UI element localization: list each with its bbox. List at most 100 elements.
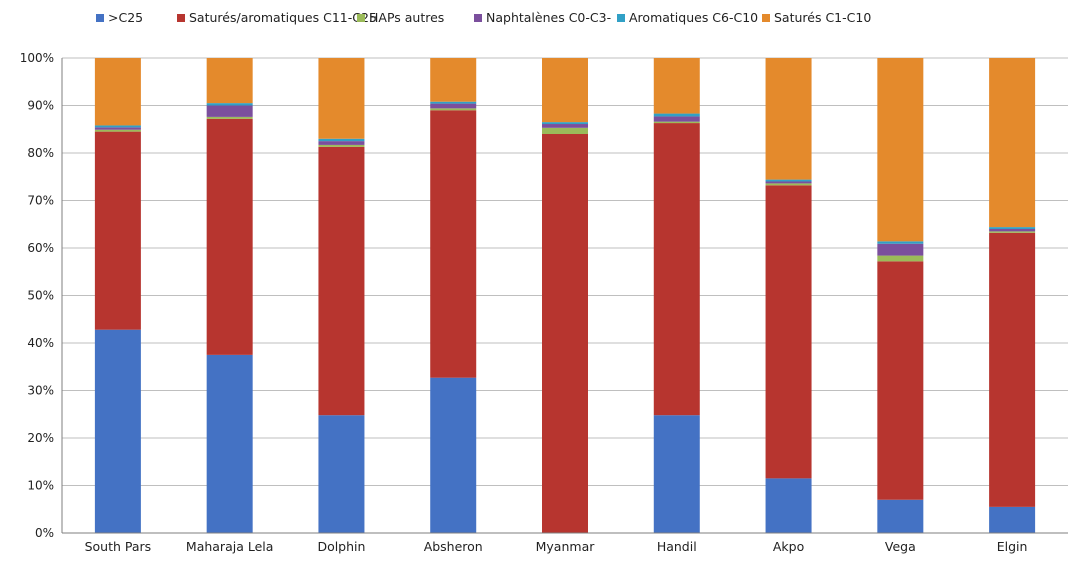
legend-label: Aromatiques C6-C10 <box>629 10 758 25</box>
x-category-label: Elgin <box>997 539 1028 554</box>
legend-swatch <box>96 14 104 22</box>
bar-segment-series-2 <box>877 255 924 262</box>
legend-swatch <box>474 14 482 22</box>
y-tick-label: 10% <box>27 479 54 493</box>
legend-label: HAPs autres <box>369 10 444 25</box>
bar-stack-absheron <box>430 58 477 533</box>
bar-segment-series-4 <box>765 179 812 182</box>
bar-stack-south-pars <box>94 58 141 533</box>
bar-segment-series-1 <box>877 261 924 500</box>
bar-segment-series-3 <box>94 127 141 130</box>
x-category-label: Dolphin <box>317 539 365 554</box>
y-axis-ticks: 0% 10% 20% 30% 40% 50% 60% 70% 80% 90% 100% <box>20 51 54 540</box>
bar-stack-akpo <box>765 58 812 533</box>
x-category-label: Myanmar <box>536 539 596 554</box>
legend-item: >C25 <box>96 10 143 25</box>
x-category-label: Absheron <box>424 539 483 554</box>
bar-segment-series-3 <box>542 124 588 128</box>
legend-swatch <box>177 14 185 22</box>
y-tick-label: 30% <box>27 384 54 398</box>
y-tick-label: 80% <box>27 146 54 160</box>
bar-segment-series-0 <box>430 377 477 533</box>
bar-segment-series-5 <box>430 58 477 102</box>
bar-segment-series-4 <box>653 113 700 117</box>
bar-segment-series-2 <box>653 121 700 124</box>
y-tick-label: 0% <box>35 526 54 540</box>
legend-item: HAPs autres <box>357 10 444 25</box>
legend-item: Aromatiques C6-C10 <box>617 10 758 25</box>
bar-segment-series-2 <box>765 183 812 186</box>
bar-segment-series-4 <box>94 125 141 128</box>
bar-segment-series-1 <box>542 134 588 533</box>
bar-segment-series-4 <box>877 241 924 244</box>
bars <box>94 58 1036 533</box>
y-tick-label: 20% <box>27 431 54 445</box>
bar-segment-series-1 <box>765 185 812 479</box>
bar-segment-series-1 <box>989 232 1036 507</box>
y-tick-label: 100% <box>20 51 54 65</box>
bar-segment-series-5 <box>542 58 588 123</box>
bar-segment-series-5 <box>765 58 812 180</box>
legend-item: Saturés/aromatiques C11-C25 <box>177 10 377 25</box>
bar-segment-series-1 <box>653 123 700 416</box>
bar-segment-series-0 <box>765 478 812 533</box>
bar-segment-series-0 <box>989 506 1036 533</box>
bar-segment-series-2 <box>206 116 253 119</box>
bar-segment-series-1 <box>318 146 365 416</box>
bar-segment-series-3 <box>765 181 812 184</box>
bar-segment-series-2 <box>318 144 365 147</box>
x-category-label: Vega <box>885 539 916 554</box>
x-category-label: Maharaja Lela <box>186 539 274 554</box>
bar-segment-series-4 <box>989 227 1036 229</box>
bar-segment-series-0 <box>877 499 924 533</box>
bar-segment-series-1 <box>430 110 477 378</box>
legend-item: Naphtalènes C0-C3- <box>474 10 611 25</box>
bar-segment-series-5 <box>318 58 365 139</box>
bar-segment-series-2 <box>542 127 588 134</box>
x-category-label: Handil <box>657 539 697 554</box>
bar-stack-dolphin <box>318 58 365 533</box>
bar-stack-handil <box>653 58 700 533</box>
legend-label: Naphtalènes C0-C3- <box>486 10 611 25</box>
legend-label: Saturés C1-C10 <box>774 10 871 25</box>
bar-segment-series-3 <box>318 141 365 145</box>
y-tick-label: 40% <box>27 336 54 350</box>
x-category-label: Akpo <box>773 539 804 554</box>
legend-swatch <box>617 14 625 22</box>
bar-segment-series-5 <box>206 58 253 104</box>
bar-segment-series-0 <box>94 329 141 533</box>
y-tick-label: 90% <box>27 99 54 113</box>
legend-label: >C25 <box>108 10 143 25</box>
bar-segment-series-5 <box>94 58 141 126</box>
bar-segment-series-3 <box>653 116 700 122</box>
bar-stack-elgin <box>989 58 1036 533</box>
bar-segment-series-2 <box>989 231 1036 233</box>
bar-stack-maharaja-lela <box>206 58 253 533</box>
bar-segment-series-4 <box>318 138 365 142</box>
x-category-label: South Pars <box>85 539 152 554</box>
bar-segment-series-3 <box>206 105 253 117</box>
bar-segment-series-4 <box>542 122 588 125</box>
legend-swatch <box>357 14 365 22</box>
bar-segment-series-3 <box>989 229 1036 232</box>
bar-segment-series-4 <box>430 101 477 104</box>
bar-segment-series-1 <box>94 131 141 330</box>
bar-segment-series-4 <box>206 103 253 106</box>
bar-segment-series-1 <box>206 118 253 355</box>
legend-item: Saturés C1-C10 <box>762 10 871 25</box>
y-tick-label: 70% <box>27 194 54 208</box>
y-tick-label: 60% <box>27 241 54 255</box>
bar-stack-vega <box>877 58 924 533</box>
x-axis-labels: South Pars Maharaja Lela Dolphin Absheron My… <box>85 539 1028 554</box>
bar-segment-series-5 <box>653 58 700 114</box>
bar-segment-series-0 <box>206 354 253 533</box>
bar-segment-series-5 <box>989 58 1036 228</box>
bar-segment-series-0 <box>318 415 365 533</box>
bar-segment-series-5 <box>877 58 924 242</box>
bar-segment-series-2 <box>430 108 477 111</box>
bar-segment-series-0 <box>653 415 700 533</box>
bar-segment-series-3 <box>877 243 924 256</box>
